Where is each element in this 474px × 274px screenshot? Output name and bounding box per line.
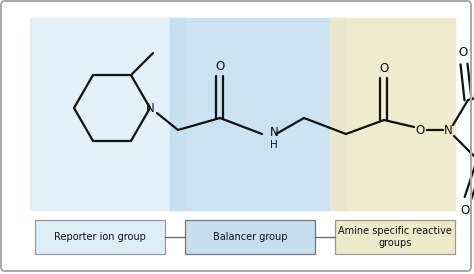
Bar	[170, 18, 345, 210]
Text: Reporter ion group: Reporter ion group	[54, 232, 146, 242]
Text: O: O	[215, 59, 225, 73]
Text: O: O	[460, 204, 470, 216]
Text: O: O	[415, 124, 425, 136]
Bar	[30, 18, 185, 210]
Text: H: H	[270, 140, 278, 150]
Text: O: O	[379, 61, 389, 75]
FancyBboxPatch shape	[35, 220, 165, 254]
Text: O: O	[458, 45, 468, 59]
FancyBboxPatch shape	[335, 220, 455, 254]
Text: N: N	[146, 101, 155, 115]
Text: N: N	[270, 125, 279, 138]
Text: Balancer group: Balancer group	[213, 232, 287, 242]
FancyBboxPatch shape	[185, 220, 315, 254]
Bar	[330, 18, 455, 210]
Text: Amine specific reactive
groups: Amine specific reactive groups	[338, 226, 452, 248]
Text: N: N	[444, 124, 452, 136]
